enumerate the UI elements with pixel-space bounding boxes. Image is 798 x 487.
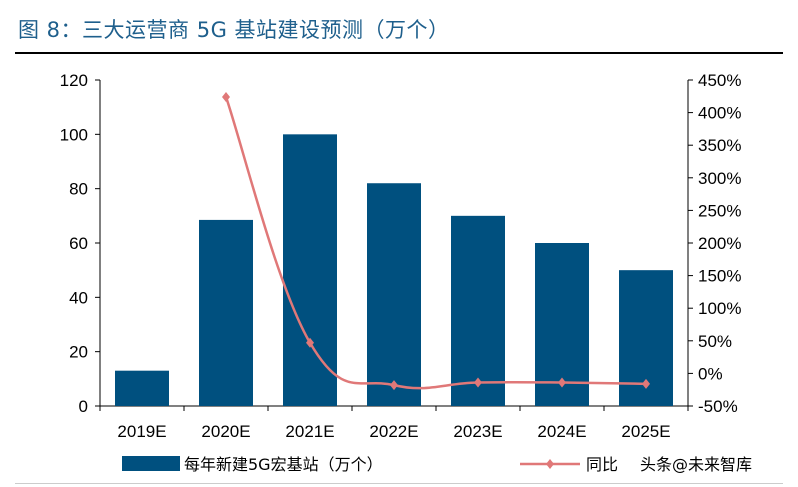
x-tick-label: 2020E xyxy=(201,422,250,441)
x-tick-label: 2025E xyxy=(621,422,670,441)
right-tick-label: -50% xyxy=(698,397,738,416)
yoy-marker xyxy=(474,377,482,388)
x-tick-label: 2023E xyxy=(453,422,502,441)
right-tick-label: 250% xyxy=(698,201,741,220)
yoy-marker xyxy=(558,377,566,388)
yoy-marker xyxy=(390,380,398,391)
yoy-marker xyxy=(222,91,230,102)
legend-line-label: 同比 xyxy=(586,455,618,474)
right-tick-label: 0% xyxy=(698,364,723,383)
yoy-marker xyxy=(642,378,650,389)
right-tick-label: 350% xyxy=(698,136,741,155)
watermark: 头条@未来智库 xyxy=(640,455,752,474)
right-tick-label: 300% xyxy=(698,169,741,188)
left-tick-label: 100 xyxy=(60,125,88,144)
right-tick-label: 50% xyxy=(698,332,732,351)
bottom-rule xyxy=(15,483,783,484)
right-tick-label: 400% xyxy=(698,104,741,123)
legend-bar-label: 每年新建5G宏基站（万个） xyxy=(184,455,383,474)
bar-2020E xyxy=(199,219,253,406)
right-tick-label: 450% xyxy=(698,71,741,90)
bar-2022E xyxy=(367,183,421,406)
left-tick-label: 80 xyxy=(69,180,88,199)
title-rule xyxy=(15,52,783,54)
left-tick-label: 120 xyxy=(60,71,88,90)
left-tick-label: 40 xyxy=(69,288,88,307)
yoy-marker xyxy=(306,337,314,348)
bar-2023E xyxy=(451,215,505,406)
right-tick-label: 150% xyxy=(698,267,741,286)
right-tick-label: 100% xyxy=(698,299,741,318)
x-tick-label: 2022E xyxy=(369,422,418,441)
left-tick-label: 20 xyxy=(69,343,88,362)
x-tick-label: 2021E xyxy=(285,422,334,441)
chart-title: 图 8：三大运营商 5G 基站建设预测（万个） xyxy=(18,18,450,42)
left-tick-label: 60 xyxy=(69,234,88,253)
x-tick-label: 2019E xyxy=(117,422,166,441)
legend-bar-swatch xyxy=(122,456,180,471)
left-tick-label: 0 xyxy=(79,397,88,416)
bar-2019E xyxy=(115,370,169,406)
legend-line-marker xyxy=(546,459,554,469)
right-tick-label: 200% xyxy=(698,234,741,253)
x-tick-label: 2024E xyxy=(537,422,586,441)
bar-2021E xyxy=(283,134,337,407)
